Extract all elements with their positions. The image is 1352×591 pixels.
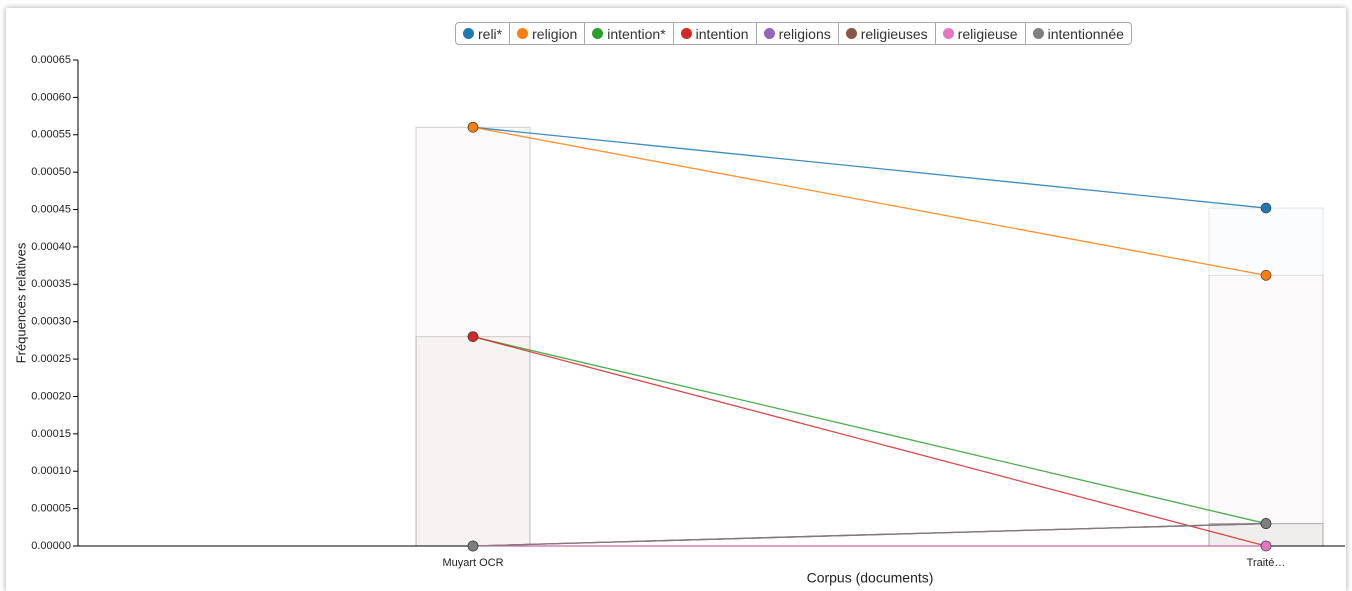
- series-line: [472, 336, 1267, 525]
- legend-label: intention: [695, 25, 749, 42]
- legend-item[interactable]: religieuses: [839, 23, 936, 44]
- legend-item[interactable]: religions: [757, 23, 839, 44]
- legend-item[interactable]: religieuse: [936, 23, 1026, 44]
- legend-swatch: [463, 28, 474, 39]
- y-tick-label: 0.00015: [31, 428, 71, 440]
- data-point: [467, 331, 479, 342]
- data-point: [1260, 270, 1272, 281]
- y-tick-label: 0.00020: [31, 390, 71, 402]
- y-tick-label: 0.00045: [31, 203, 71, 215]
- legend: reli* religion intention* intention religion…: [455, 22, 1132, 45]
- legend-swatch: [517, 28, 529, 39]
- data-point: [467, 540, 479, 552]
- y-tick-label: 0.00065: [31, 54, 71, 66]
- x-axis-label: Corpus (documents): [807, 570, 934, 586]
- legend-label: reli*: [478, 25, 503, 42]
- data-point: [1260, 540, 1272, 552]
- series-line: [472, 336, 1267, 547]
- y-tick-label: 0.00000: [31, 540, 71, 552]
- y-tick-label: 0.00005: [31, 503, 71, 515]
- legend-item[interactable]: intention: [674, 23, 757, 44]
- x-tick-label: Muyart OCR: [442, 557, 503, 569]
- y-tick-label: 0.00040: [31, 241, 71, 253]
- legend-item[interactable]: religion: [510, 23, 586, 44]
- legend-item[interactable]: intention*: [585, 23, 674, 44]
- series-line: [472, 522, 1267, 547]
- bar: [415, 336, 531, 547]
- chart-frame: [6, 8, 1346, 591]
- legend-swatch: [763, 28, 775, 39]
- legend-label: religieuse: [957, 25, 1018, 42]
- legend-swatch: [845, 28, 857, 39]
- y-tick-label: 0.00010: [31, 465, 71, 477]
- legend-swatch: [1032, 28, 1044, 39]
- series-line: [472, 126, 1267, 276]
- legend-label: religions: [778, 25, 831, 42]
- y-tick-label: 0.00055: [31, 129, 71, 141]
- legend-swatch: [592, 28, 604, 39]
- legend-label: religieuses: [860, 25, 928, 42]
- y-axis-label: Fréquences relatives: [13, 242, 28, 363]
- y-tick-label: 0.00060: [31, 91, 71, 103]
- data-point: [467, 121, 479, 133]
- legend-label: religion: [532, 25, 578, 42]
- y-tick-label: 0.00025: [31, 353, 71, 365]
- data-point: [1260, 518, 1272, 529]
- data-point: [1260, 202, 1272, 214]
- legend-label: intention*: [607, 25, 666, 42]
- legend-item[interactable]: reli*: [456, 23, 511, 44]
- legend-label: intentionnée: [1047, 25, 1124, 42]
- y-tick-label: 0.00050: [31, 166, 71, 178]
- legend-item[interactable]: intentionnée: [1026, 23, 1131, 44]
- series-line: [472, 126, 1267, 209]
- y-tick-label: 0.00035: [31, 278, 71, 290]
- legend-swatch: [942, 28, 954, 39]
- bar: [1208, 274, 1324, 547]
- y-tick-label: 0.00030: [31, 316, 71, 328]
- x-tick-label: Traité…: [1247, 557, 1286, 569]
- legend-swatch: [680, 28, 692, 39]
